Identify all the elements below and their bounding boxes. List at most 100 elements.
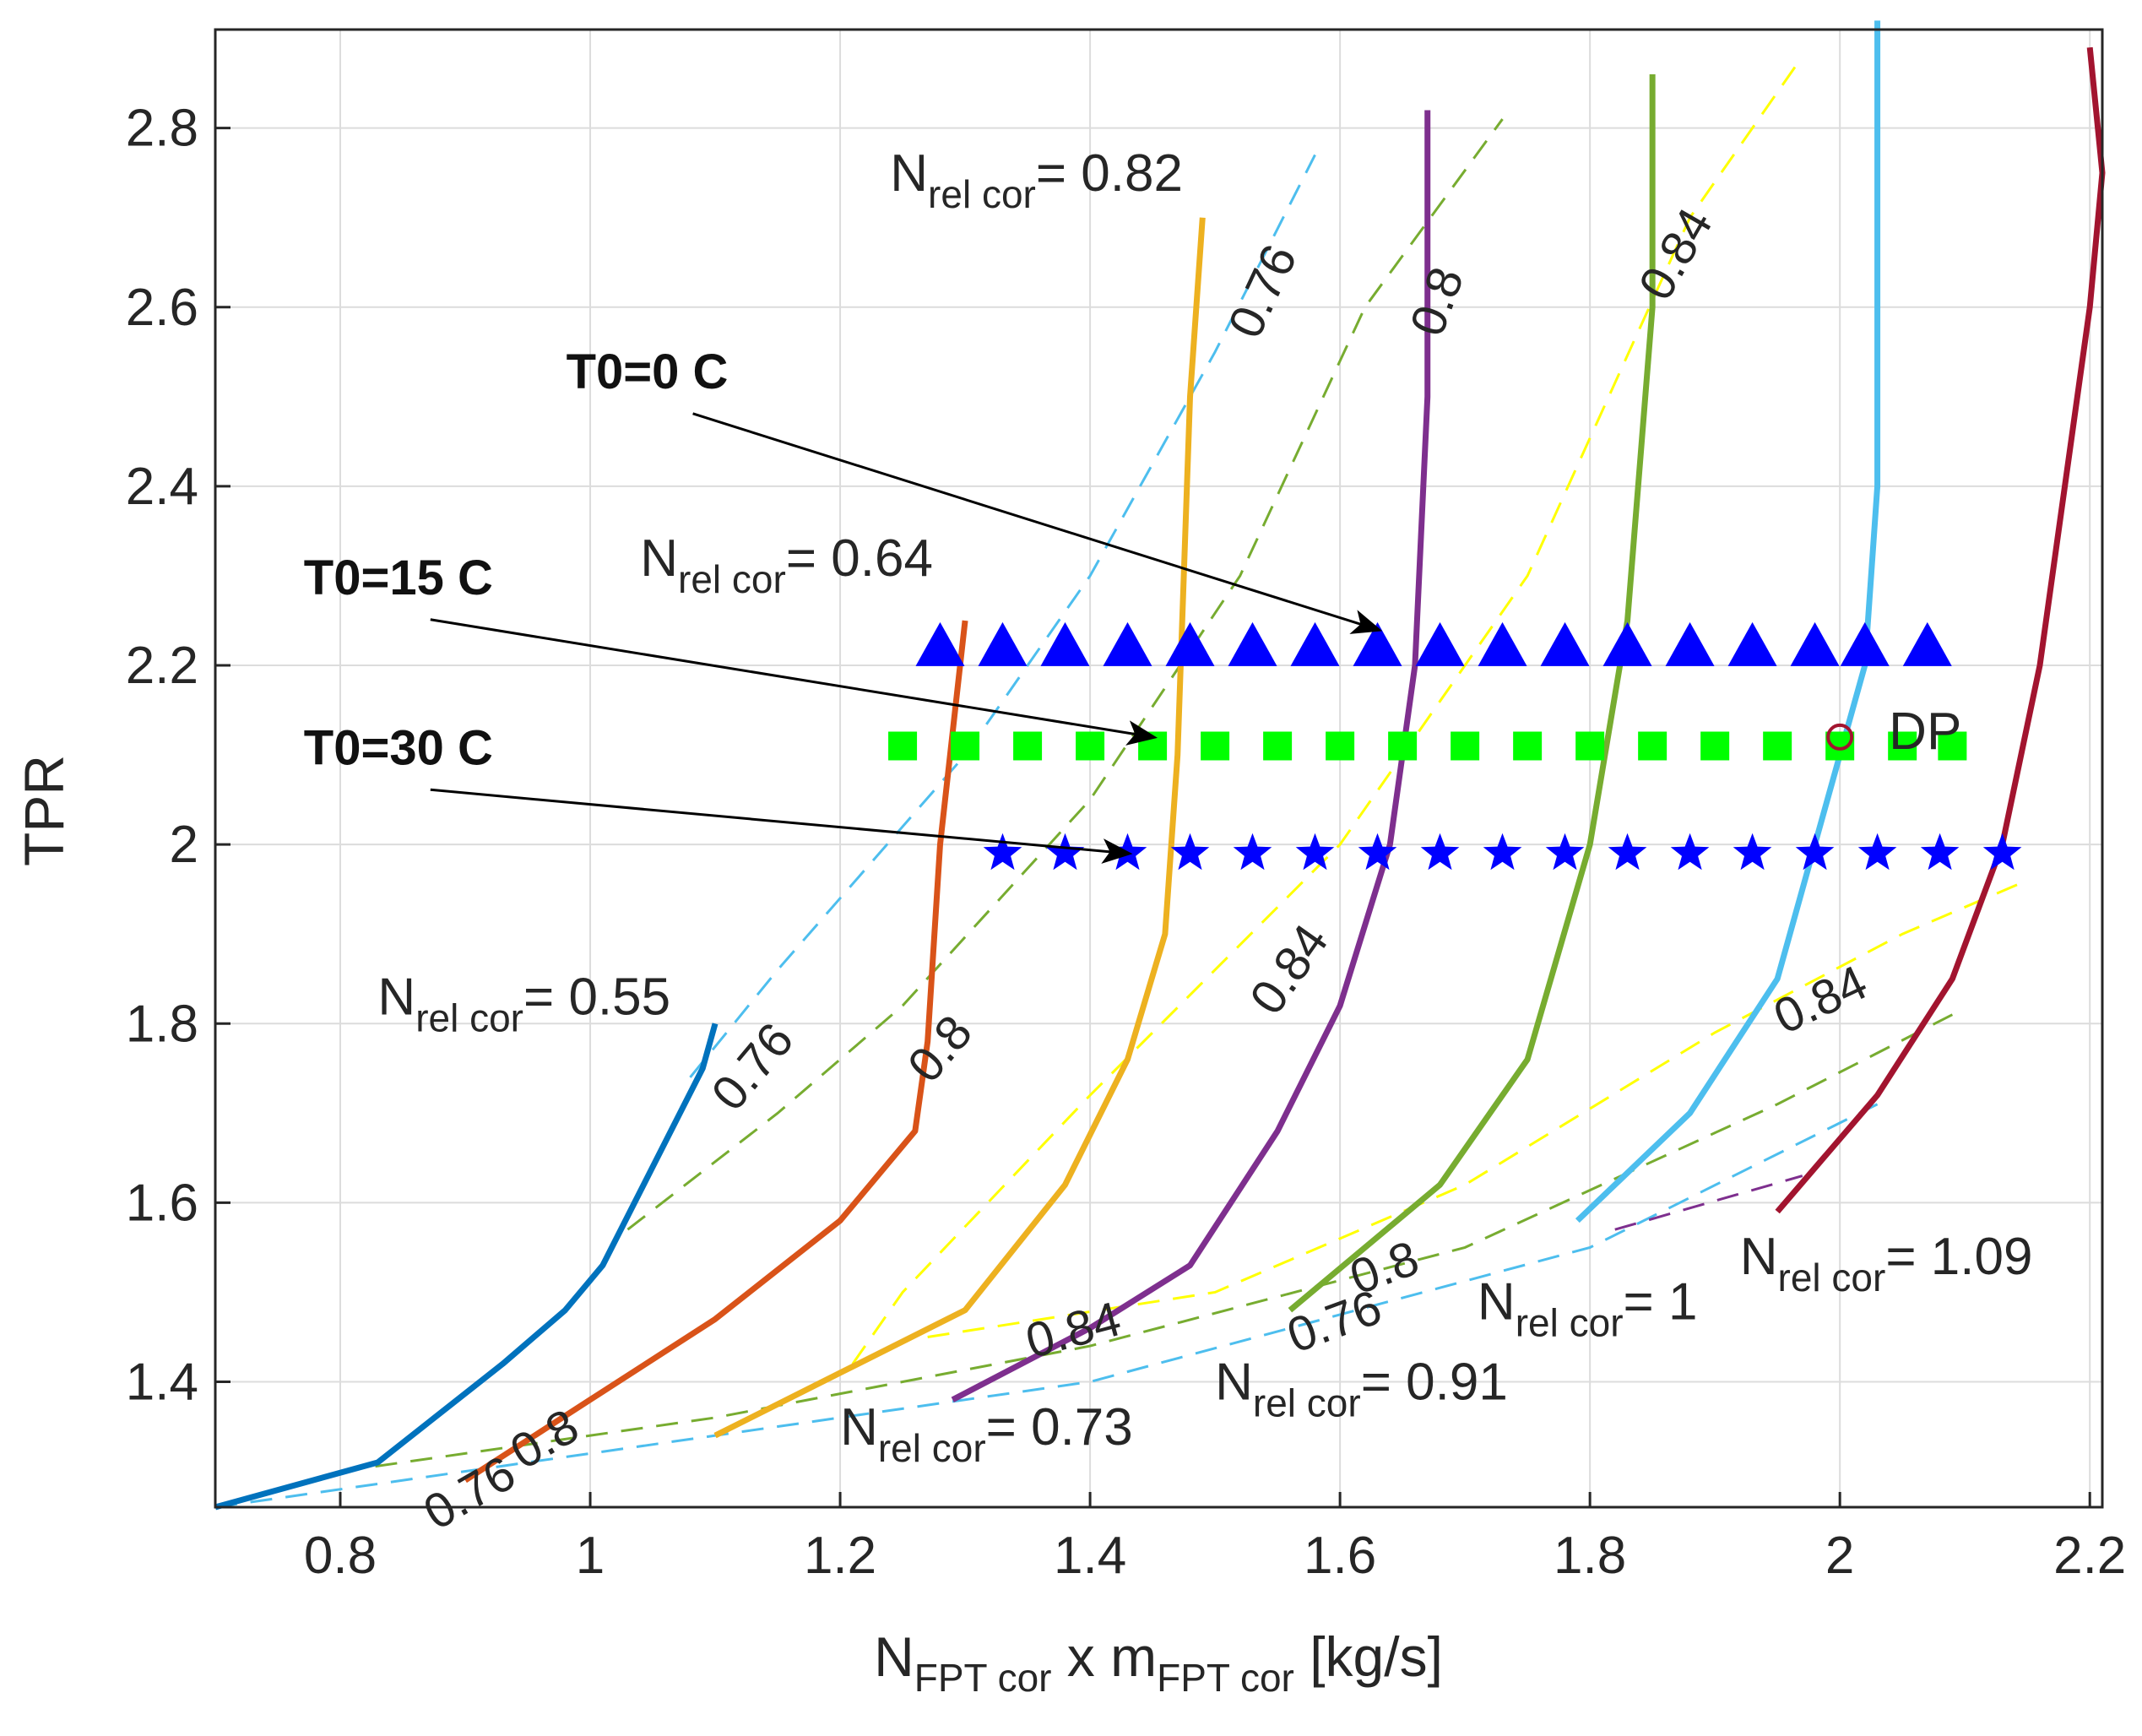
speed-label-value: 0.91 [1406, 1354, 1508, 1412]
annotation-arrow [430, 618, 1158, 746]
star-marker [1170, 833, 1210, 871]
efficiency-line [214, 1103, 1879, 1509]
y-axis-label: TPR [13, 755, 75, 866]
x-label-main: N [874, 1625, 914, 1688]
square-marker [1763, 731, 1792, 761]
triangle-marker [1790, 621, 1840, 666]
speed-label-value: 1 [1668, 1272, 1697, 1331]
annotation-arrow [430, 788, 1133, 864]
x-tick-label: 2 [1825, 1527, 1854, 1585]
speed-label-sub: rel cor [878, 1426, 986, 1470]
square-marker [1888, 731, 1917, 761]
star-marker [1920, 833, 1960, 871]
speed-line [713, 217, 1206, 1439]
star-marker [1670, 833, 1710, 871]
x-label-sub2: FPT cor [1157, 1656, 1294, 1700]
speed-label-eq: = [986, 1398, 1031, 1457]
x-label-tail: [kg/s] [1294, 1625, 1443, 1688]
square-marker [1013, 731, 1043, 761]
star-marker [1982, 833, 2022, 871]
design-point-marker [1826, 723, 1854, 751]
triangle-marker [1103, 621, 1152, 666]
star-marker [1857, 833, 1897, 871]
speed-label-sub: rel cor [415, 996, 523, 1040]
star-marker [1045, 833, 1085, 871]
speed-label: Nrel cor= 1.09 [1740, 1228, 2033, 1299]
speed-line [951, 110, 1431, 1402]
square-marker [1513, 731, 1543, 761]
y-tick-label: 1.8 [126, 995, 198, 1053]
triangle-marker [1290, 621, 1340, 666]
speed-label-value: 0.82 [1081, 144, 1183, 203]
triangle-marker [1840, 621, 1890, 666]
x-tick-label: 1.2 [804, 1527, 876, 1585]
y-tick-label: 2.4 [126, 458, 198, 516]
square-marker [1938, 731, 1967, 761]
speed-label-prefix: N [1740, 1228, 1778, 1286]
y-tick-label: 2.6 [126, 279, 198, 337]
square-marker [1326, 731, 1355, 761]
speed-label: Nrel cor= 0.73 [840, 1398, 1133, 1470]
speed-label-eq: = [1361, 1354, 1406, 1412]
speed-label-sub: rel cor [678, 557, 786, 601]
triangle-marker [1165, 621, 1215, 666]
triangle-marker [1415, 621, 1465, 666]
efficiency-line [626, 118, 1504, 1231]
speed-label-eq: = [786, 529, 831, 588]
triangle-marker [978, 621, 1028, 666]
x-tick-label: 0.8 [304, 1527, 377, 1585]
speed-label-value: 0.64 [831, 529, 933, 588]
square-marker [951, 731, 980, 761]
star-marker [983, 833, 1022, 871]
triangle-marker [1727, 621, 1777, 666]
speed-label: Nrel cor= 0.64 [640, 529, 933, 601]
star-marker [1608, 833, 1647, 871]
square-marker [1451, 731, 1480, 761]
speed-label-value: 0.55 [568, 968, 670, 1027]
square-marker [1076, 731, 1105, 761]
speed-line [214, 1023, 719, 1511]
speed-line [464, 620, 968, 1484]
speed-label-eq: = [523, 968, 568, 1027]
x-tick-label: 1 [576, 1527, 605, 1585]
x-axis-label: NFPT cor x mFPT cor [kg/s] [874, 1625, 1443, 1700]
operating-line-label: T0=0 C [567, 344, 729, 399]
triangle-marker [1478, 621, 1527, 666]
operating-lines [888, 621, 2022, 871]
speed-label: Nrel cor= 0.55 [377, 968, 670, 1040]
star-marker [1420, 833, 1460, 871]
star-marker [1295, 833, 1335, 871]
speed-label-prefix: N [1215, 1354, 1253, 1412]
speed-label-sub: rel cor [1778, 1256, 1886, 1299]
design-point-label: DP [1889, 703, 1961, 761]
plot-background [215, 30, 2102, 1507]
speed-label-prefix: N [1478, 1272, 1516, 1331]
plot-frame [214, 28, 2104, 1509]
speed-line [1575, 20, 1881, 1223]
speed-label: Nrel cor= 0.91 [1215, 1354, 1508, 1425]
speed-label-prefix: N [840, 1398, 878, 1457]
efficiency-line [1614, 1175, 1803, 1231]
annotation-arrow [692, 412, 1383, 634]
star-marker [1545, 833, 1585, 871]
triangle-marker [1353, 621, 1402, 666]
speed-label-sub: rel cor [928, 172, 1036, 216]
x-tick-label: 1.6 [1304, 1527, 1376, 1585]
y-tick-label: 2.8 [126, 100, 198, 158]
speed-label-prefix: N [890, 144, 928, 203]
speed-label-sub: rel cor [1253, 1381, 1361, 1425]
operating-line-label: T0=15 C [304, 551, 493, 605]
star-marker [1483, 833, 1522, 871]
speed-label: Nrel cor= 1 [1478, 1272, 1698, 1344]
speed-line [1775, 46, 2106, 1214]
star-marker [1358, 833, 1397, 871]
efficiency-lines [214, 55, 2028, 1509]
square-marker [1638, 731, 1668, 761]
speed-label-eq: = [1885, 1228, 1930, 1286]
efficiency-line [851, 55, 1803, 1365]
speed-lines [214, 20, 2106, 1511]
y-axis-ticks: 1.4 1.6 1.8 2 2.2 2.4 2.6 2.8 [126, 100, 230, 1412]
speed-label-prefix: N [377, 968, 415, 1027]
square-marker [1263, 731, 1293, 761]
x-label-mid: x m [1051, 1625, 1157, 1688]
